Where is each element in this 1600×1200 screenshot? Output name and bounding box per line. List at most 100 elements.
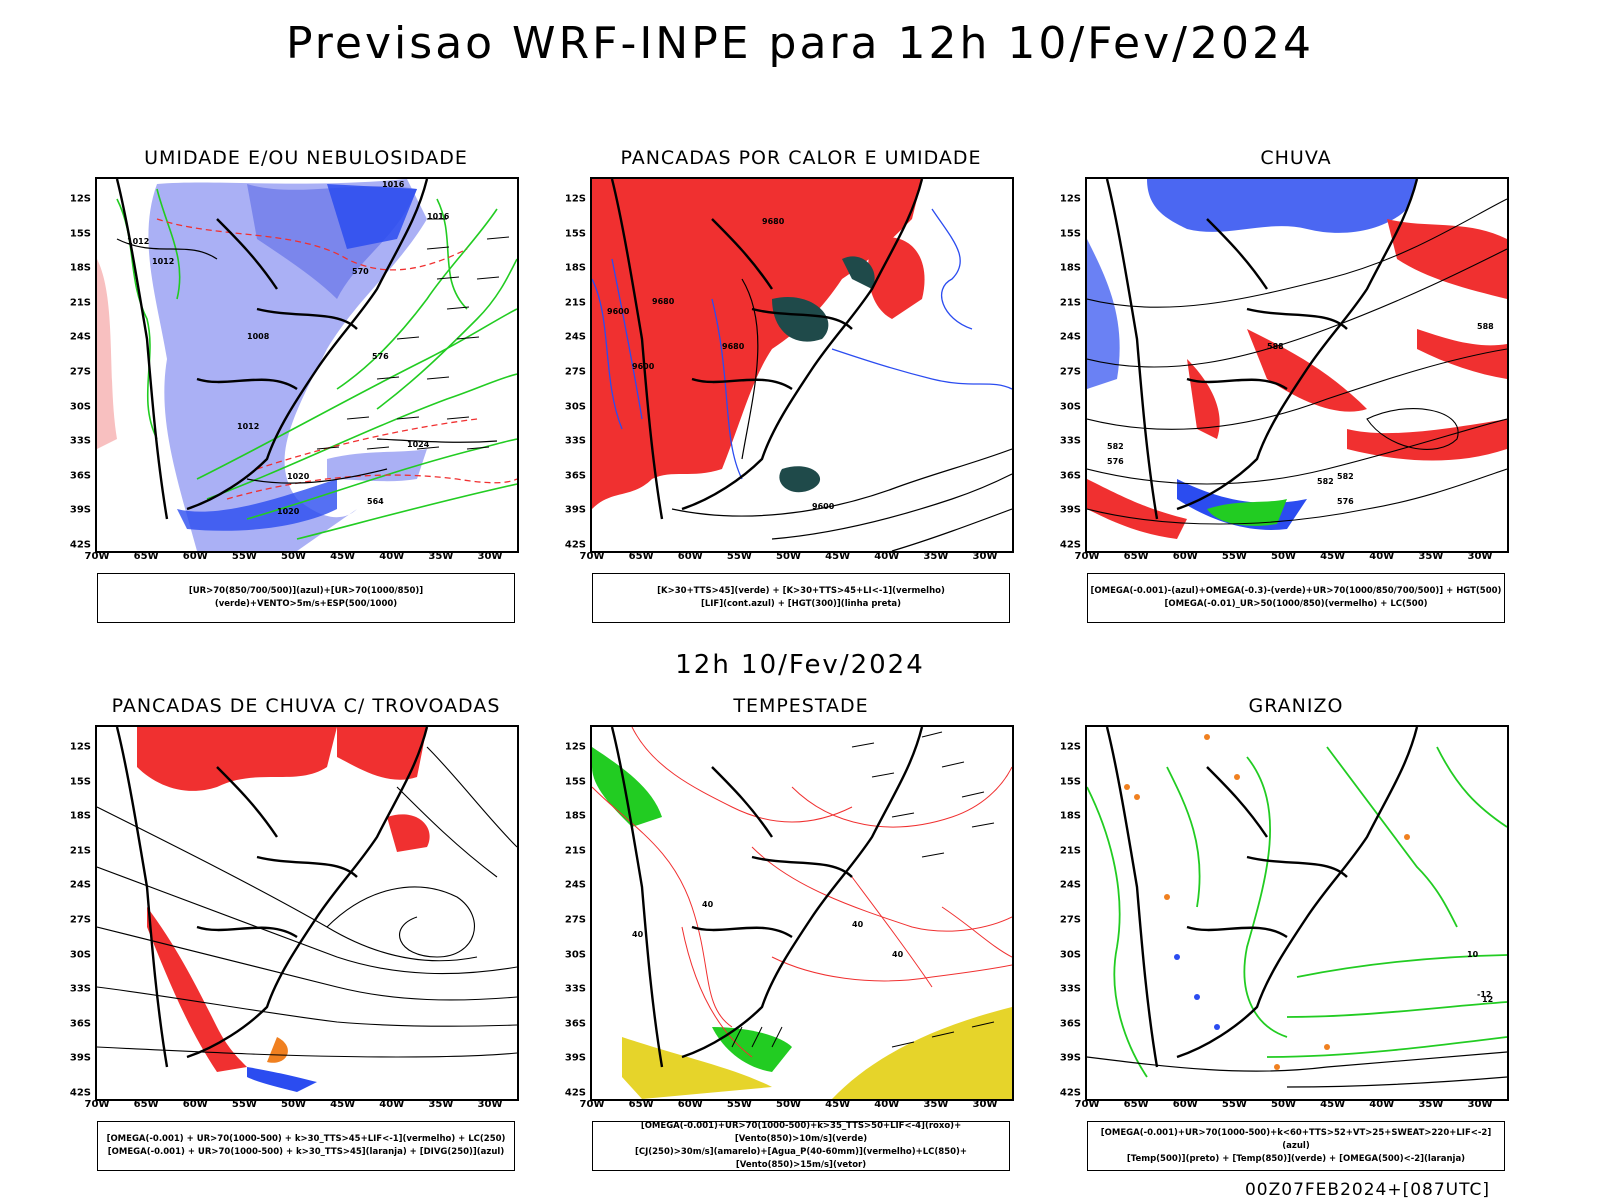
lon-tick-label: 40W: [1369, 551, 1395, 562]
lon-tick-label: 30W: [972, 551, 998, 562]
teal-region: [772, 297, 829, 342]
legend-line: [Temp(500)](preto) + [Temp(850)](verde) …: [1126, 1153, 1466, 1164]
lon-tick-label: 55W: [1221, 551, 1247, 562]
lat-axis: 12S 15S 18S 21S 24S 27S 30S 33S 36S 39S 42S: [556, 725, 588, 1099]
lon-tick-label: 30W: [1467, 551, 1493, 562]
contour-label: 1012: [237, 422, 259, 431]
blue-region: [1147, 179, 1417, 233]
contour-label: 1020: [287, 472, 310, 481]
lat-tick-label: 27S: [564, 366, 586, 378]
lon-tick-label: 45W: [330, 1099, 356, 1110]
lat-tick-label: 15S: [69, 228, 91, 240]
lon-tick-label: 50W: [776, 551, 801, 562]
lat-tick-label: 39S: [69, 1052, 91, 1064]
lat-tick-label: 24S: [69, 331, 91, 343]
lat-tick-label: 15S: [69, 776, 91, 788]
lat-tick-label: 12S: [69, 741, 91, 753]
lat-tick-label: 18S: [69, 262, 91, 274]
lon-tick-label: 60W: [1172, 1099, 1198, 1110]
lon-tick-label: 70W: [1074, 1099, 1100, 1110]
lon-tick-label: 45W: [825, 551, 851, 562]
lon-tick-label: 55W: [1221, 1099, 1247, 1110]
lat-tick-label: 21S: [69, 845, 91, 857]
map-tempestade: 40 40 40 40: [590, 725, 1014, 1101]
legend-line: [UR>70(850/700/500)](azul)+[UR>70(1000/8…: [188, 586, 424, 609]
legend: [UR>70(850/700/500)](azul)+[UR>70(1000/8…: [97, 573, 515, 623]
lon-tick-label: 60W: [1172, 551, 1198, 562]
lon-tick-label: 35W: [923, 551, 949, 562]
lon-tick-label: 70W: [579, 551, 605, 562]
contour-label: 9600: [812, 502, 835, 511]
lon-axis: 70W 65W 60W 55W 50W 45W 40W 35W 30W: [1075, 551, 1509, 565]
lat-tick-label: 12S: [1059, 741, 1081, 753]
lat-tick-label: 18S: [564, 262, 586, 274]
lon-tick-label: 30W: [477, 1099, 503, 1110]
lon-tick-label: 40W: [874, 1099, 900, 1110]
green-region: [1207, 499, 1287, 526]
legend-line: [OMEGA(-0.001) + UR>70(1000-500) + k>30_…: [107, 1147, 505, 1157]
lat-axis: 12S 15S 18S 21S 24S 27S 30S 33S 36S 39S 42S: [556, 177, 588, 551]
lon-tick-label: 35W: [923, 1099, 949, 1110]
red-region: [868, 237, 925, 319]
lon-tick-label: 50W: [281, 551, 306, 562]
legend: [OMEGA(-0.001) + UR>70(1000-500) + k>30_…: [97, 1121, 515, 1171]
lon-axis: 70W 65W 60W 55W 50W 45W 40W 35W 30W: [580, 551, 1014, 565]
lon-tick-label: 30W: [1467, 1099, 1493, 1110]
lon-tick-label: 50W: [1271, 551, 1296, 562]
lon-tick-label: 70W: [84, 1099, 110, 1110]
panel-granizo: GRANIZO 12S 15S 18S 21S 24S 27S 30S 33S 36S 39S 42…: [1060, 695, 1509, 1171]
lat-tick-label: 39S: [564, 504, 586, 516]
legend-line: [OMEGA(-0.001)+UR>70(1000-500)+k<60+TTS>…: [1100, 1127, 1492, 1151]
contour-label: 9680: [652, 297, 675, 306]
lat-tick-label: 18S: [69, 810, 91, 822]
lon-tick-label: 55W: [231, 551, 257, 562]
lat-tick-label: 21S: [564, 845, 586, 857]
legend: [OMEGA(-0.001)-(azul)+OMEGA(-0.3)-(verde…: [1087, 573, 1505, 623]
contour-label: 1016: [382, 180, 405, 189]
lon-tick-label: 45W: [330, 551, 356, 562]
mid-title: 12h 10/Fev/2024: [675, 650, 925, 680]
lon-tick-label: 60W: [182, 551, 208, 562]
contour-label: 588: [1267, 342, 1284, 351]
lat-tick-label: 39S: [69, 504, 91, 516]
legend-line: [OMEGA(-0.01)_UR>50(1000/850)(vermelho) …: [1164, 599, 1428, 609]
lon-tick-label: 35W: [1418, 551, 1444, 562]
lat-tick-label: 42S: [564, 1087, 586, 1099]
lat-tick-label: 15S: [1059, 776, 1081, 788]
lon-tick-label: 35W: [428, 1099, 454, 1110]
contour-label: 9600: [607, 307, 630, 316]
coastline: [610, 179, 924, 520]
lat-axis: 12S 15S 18S 21S 24S 27S 30S 33S 36S 39S 42S: [61, 725, 93, 1099]
lat-tick-label: 27S: [1059, 914, 1081, 926]
lat-axis: 12S 15S 18S 21S 24S 27S 30S 33S 36S 39S 42S: [61, 177, 93, 551]
lat-tick-label: 15S: [564, 228, 586, 240]
map-chuva: 588 588 582 576 582 582 576: [1085, 177, 1509, 553]
lat-tick-label: 42S: [69, 1087, 91, 1099]
humidity-shading: [97, 179, 427, 551]
contour-label: 1016: [427, 212, 450, 221]
lat-axis: 12S 15S 18S 21S 24S 27S 30S 33S 36S 39S 42S: [1051, 177, 1083, 551]
lat-tick-label: 24S: [1059, 879, 1081, 891]
legend-line: [OMEGA(-0.001)+UR>70(1000-500)+k>35_TTS>…: [640, 1121, 962, 1144]
lat-tick-label: 15S: [564, 776, 586, 788]
lon-tick-label: 65W: [1123, 551, 1149, 562]
contour-label: 576: [1107, 457, 1124, 466]
lat-tick-label: 33S: [1059, 435, 1081, 447]
panel-title: GRANIZO: [1248, 695, 1344, 717]
red-contours: [592, 727, 1012, 1058]
contour-label: 40: [892, 950, 904, 959]
wind-vectors: [316, 218, 510, 450]
contour-label: 12: [1482, 995, 1493, 1004]
panel-tempestade: TEMPESTADE 12S 15S 18S 21S 24S 27S 30S 33S 36S 39…: [565, 695, 1014, 1171]
contour-label: 9680: [722, 342, 745, 351]
lat-tick-label: 30S: [1059, 401, 1081, 413]
map-granizo: 10 12 -12: [1085, 725, 1509, 1101]
lat-tick-label: 21S: [1059, 297, 1081, 309]
lat-tick-label: 12S: [564, 741, 586, 753]
lon-tick-label: 65W: [133, 551, 159, 562]
contour-label: 40: [852, 920, 864, 929]
lon-axis: 70W 65W 60W 55W 50W 45W 40W 35W 30W: [1075, 1099, 1509, 1113]
contour-label: 40: [632, 930, 644, 939]
lon-tick-label: 40W: [874, 551, 900, 562]
lon-axis: 70W 65W 60W 55W 50W 45W 40W 35W 30W: [85, 1099, 519, 1113]
